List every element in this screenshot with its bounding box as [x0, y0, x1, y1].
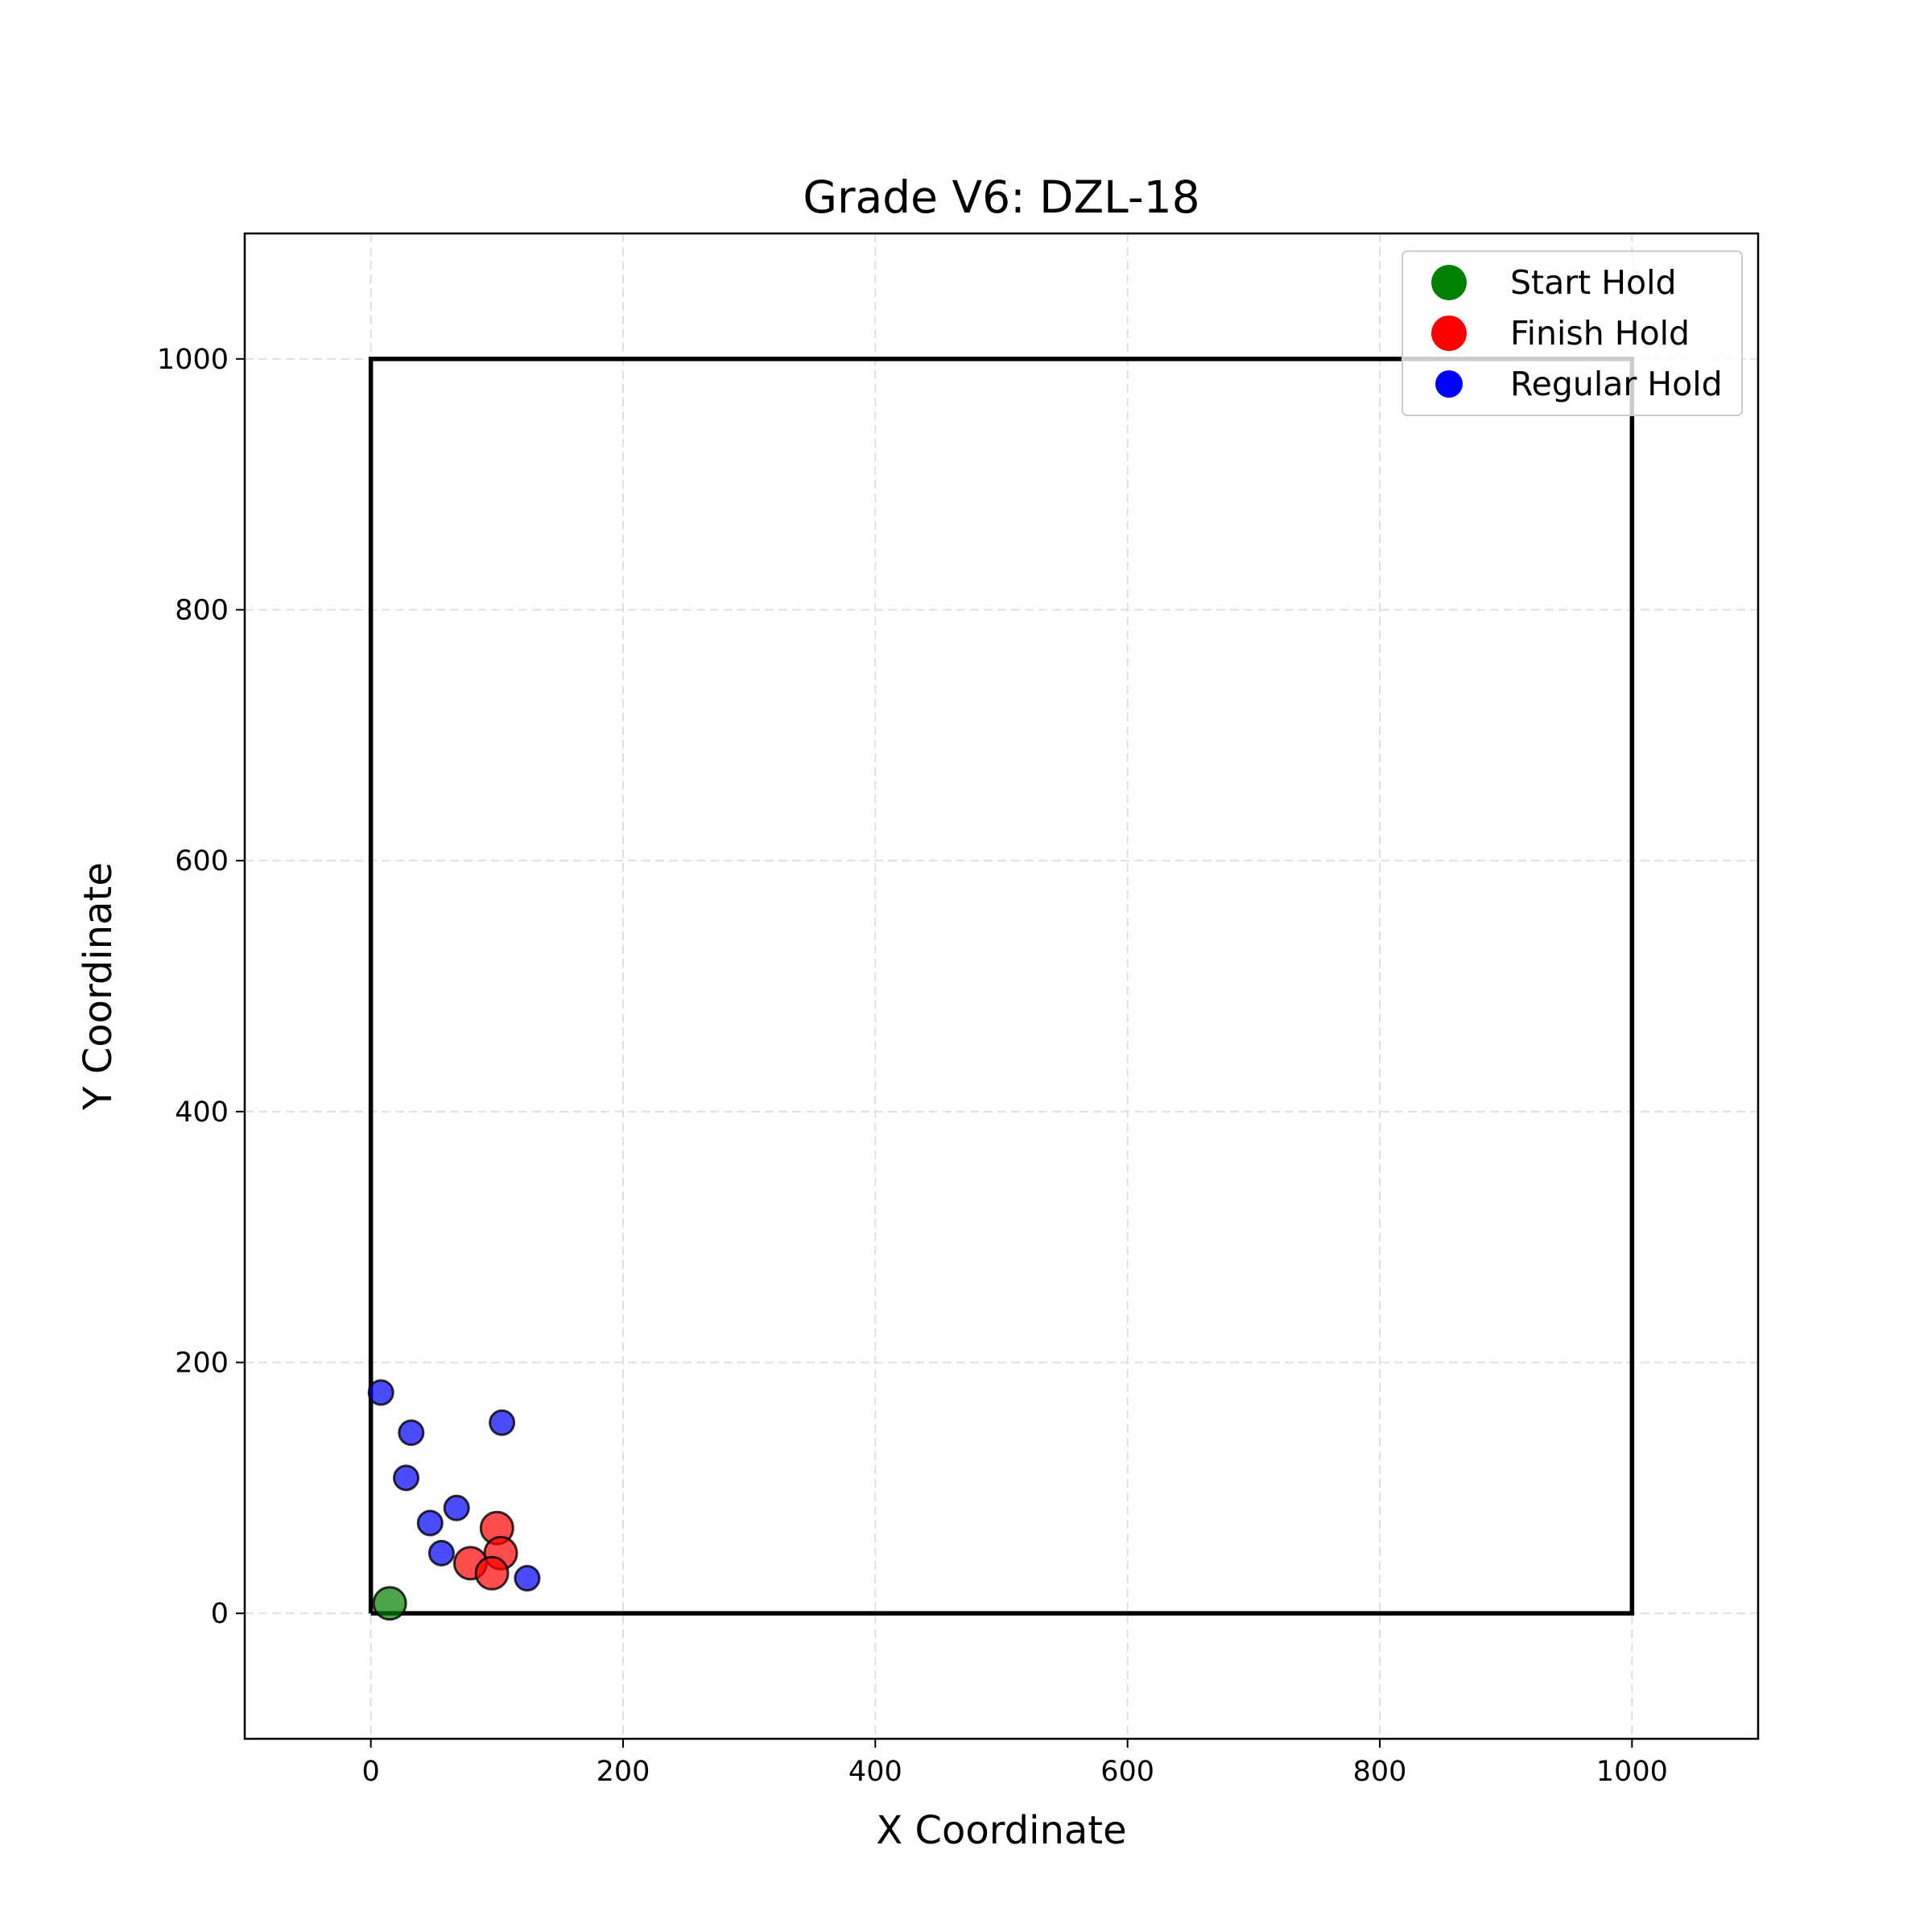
regular-hold-point	[416, 1509, 444, 1537]
legend-label-regular-hold: Regular Hold	[1510, 365, 1723, 403]
regular-hold-point	[427, 1539, 455, 1567]
regular-hold-point	[398, 1419, 425, 1447]
regular-hold-point	[367, 1379, 394, 1406]
legend-marker-regular-hold	[1435, 370, 1463, 398]
x-tick-label: 1000	[1596, 1756, 1668, 1788]
x-tick-label: 600	[1100, 1756, 1154, 1788]
regular-hold-point	[489, 1409, 516, 1436]
plot-frame	[243, 232, 1760, 1740]
legend-marker-finish-hold	[1431, 316, 1467, 351]
regular-hold-point	[393, 1464, 420, 1492]
y-tick-label: 1000	[157, 344, 229, 376]
finish-hold-point	[474, 1555, 510, 1591]
data-points	[367, 1379, 541, 1621]
y-tick-label: 800	[175, 595, 229, 627]
y-axis-ticks: 0 200 400 600 800 1000	[157, 344, 245, 1630]
y-tick-label: 600	[175, 845, 229, 877]
y-tick-label: 200	[175, 1348, 229, 1380]
x-axis-title: X Coordinate	[876, 1808, 1126, 1853]
legend-marker-start-hold	[1431, 265, 1467, 300]
x-axis-ticks: 0 200 400 600 800 1000	[362, 1739, 1668, 1788]
x-tick-label: 0	[362, 1756, 380, 1788]
y-tick-label: 0	[211, 1598, 229, 1630]
legend-label-finish-hold: Finish Hold	[1510, 314, 1690, 353]
legend: Start Hold Finish Hold Regular Hold	[1402, 250, 1743, 416]
y-tick-label: 400	[175, 1096, 229, 1129]
start-hold-point	[372, 1586, 407, 1621]
y-axis-title: Y Coordinate	[76, 862, 121, 1111]
x-tick-label: 800	[1353, 1756, 1407, 1788]
regular-hold-point	[443, 1494, 470, 1521]
legend-label-start-hold: Start Hold	[1510, 263, 1677, 302]
legend-box	[1402, 250, 1743, 416]
regular-hold-point	[514, 1565, 541, 1592]
x-tick-label: 200	[597, 1756, 650, 1788]
x-tick-label: 400	[848, 1756, 902, 1788]
chart-title: Grade V6: DZL-18	[803, 171, 1199, 223]
